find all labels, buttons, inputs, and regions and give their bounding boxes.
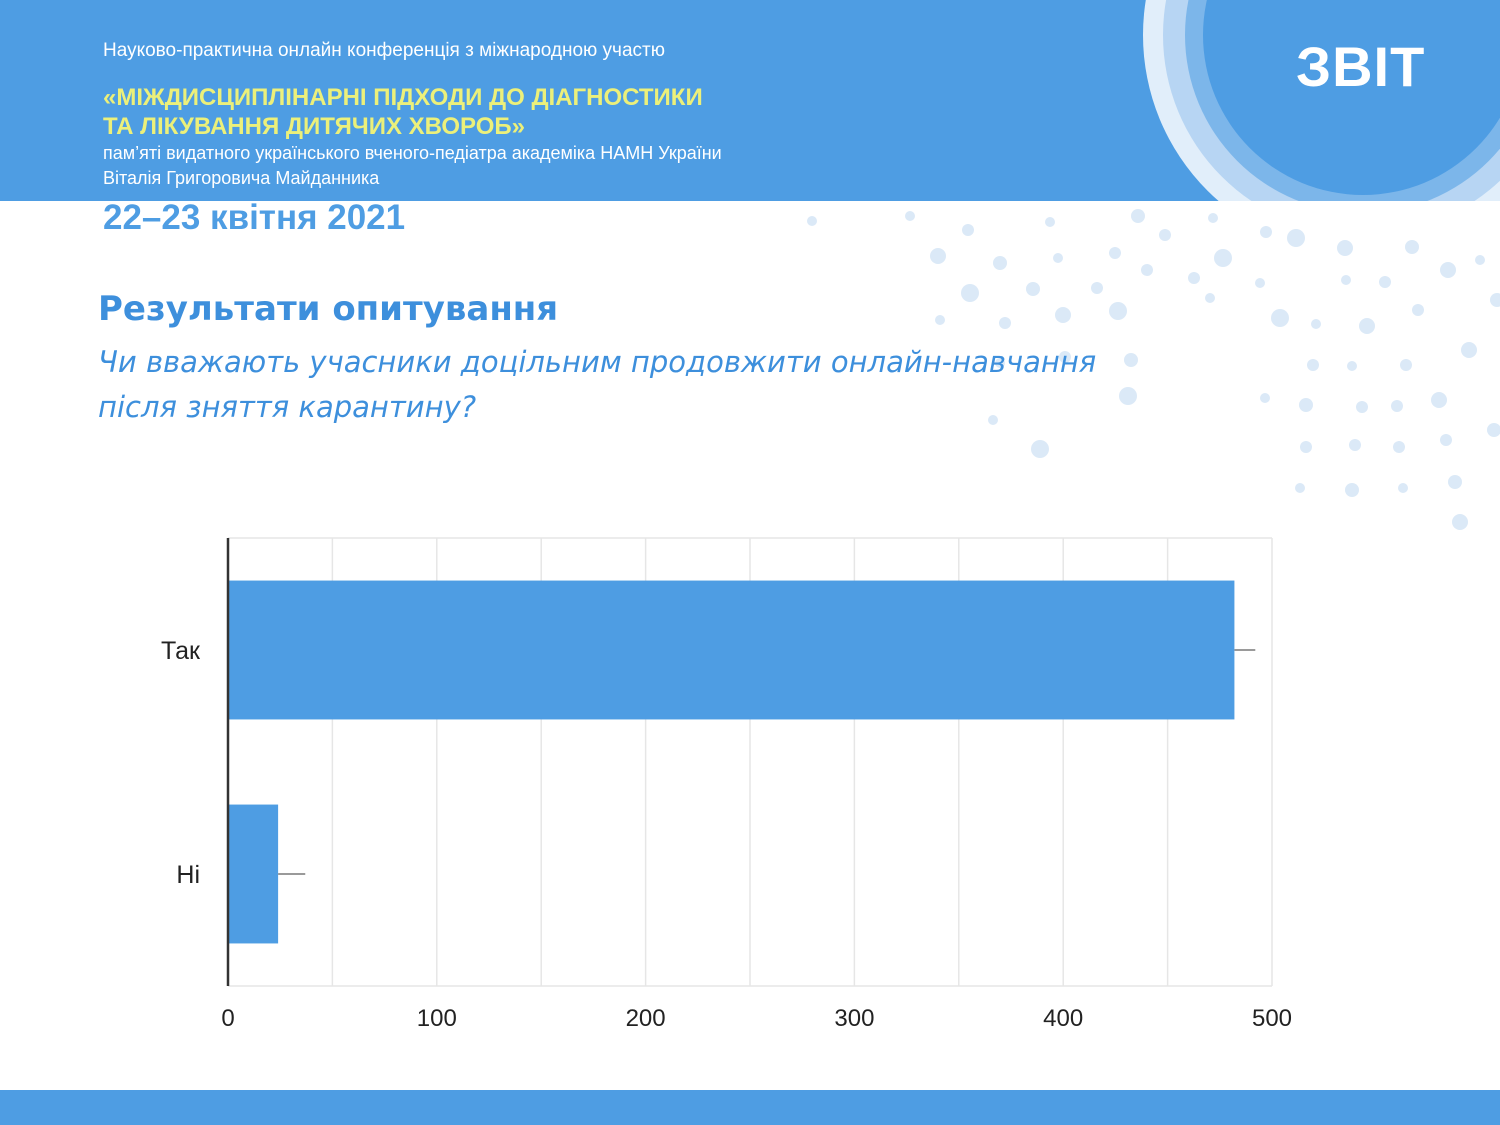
- memorial-text: пам’яті видатного українського вченого-п…: [103, 141, 722, 191]
- x-tick-label: 200: [626, 1005, 666, 1032]
- x-tick-label: 300: [834, 1005, 874, 1032]
- bar-2: [228, 804, 279, 944]
- x-tick-label: 0: [221, 1005, 234, 1032]
- results-title: Результати опитування: [98, 289, 559, 329]
- footer-bar: [0, 1090, 1500, 1125]
- memorial-line2: Віталія Григоровича Майданника: [103, 168, 380, 188]
- survey-bar-chart: Так Ні 0 100 200 300 400 500: [161, 537, 1292, 1032]
- conference-title-line2: ТА ЛІКУВАННЯ ДИТЯЧИХ ХВОРОБ»: [103, 113, 525, 140]
- conference-title-line1: «МІЖДИСЦИПЛІНАРНІ ПІДХОДИ ДО ДІАГНОСТИКИ: [103, 84, 703, 111]
- x-tick-label: 100: [417, 1005, 457, 1032]
- x-tick-label: 500: [1252, 1005, 1292, 1032]
- memorial-line1: пам’яті видатного українського вченого-п…: [103, 143, 722, 163]
- conference-date: 22–23 квітня 2021: [103, 198, 406, 237]
- conference-title: «МІЖДИСЦИПЛІНАРНІ ПІДХОДИ ДО ДІАГНОСТИКИ…: [103, 83, 703, 141]
- category-label: Ні: [176, 861, 200, 889]
- bar-1: [228, 580, 1235, 720]
- report-label: ЗВІТ: [1296, 35, 1426, 98]
- conference-subtitle: Науково-практична онлайн конференція з м…: [103, 40, 665, 61]
- survey-question-line2: після зняття карантину?: [98, 390, 477, 424]
- x-tick-label: 400: [1043, 1005, 1083, 1032]
- survey-question: Чи вважають учасники доцільним продовжит…: [98, 340, 1198, 430]
- header-banner: Науково-практична онлайн конференція з м…: [0, 0, 1500, 201]
- survey-question-line1: Чи вважають учасники доцільним продовжит…: [98, 345, 1097, 379]
- category-label: Так: [161, 637, 201, 665]
- decorative-dots: [807, 209, 1500, 530]
